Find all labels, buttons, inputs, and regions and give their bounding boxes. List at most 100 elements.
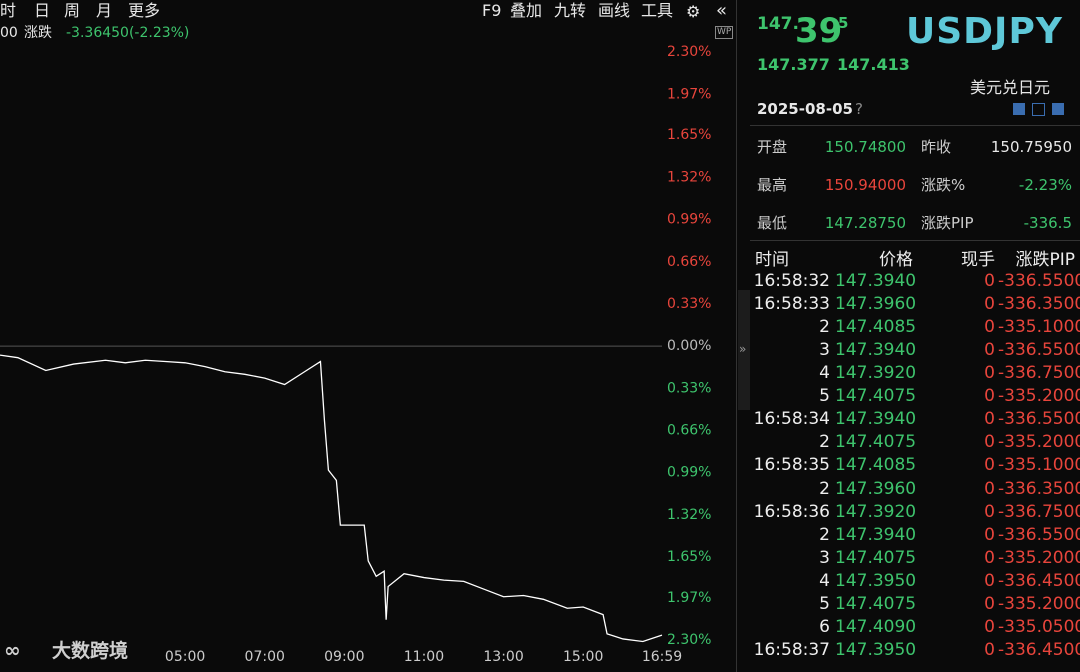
scroll-handle[interactable] xyxy=(738,290,750,410)
stat-value: 150.75950 xyxy=(990,138,1072,156)
trade-volume: 0 xyxy=(984,432,995,453)
instrument-name: 美元兑日元 xyxy=(970,78,1051,97)
y-tick-label: 1.32% xyxy=(667,169,711,185)
toolbar-button[interactable]: 日 xyxy=(34,1,51,20)
trade-price: 147.3920 xyxy=(835,501,917,522)
toolbar-button[interactable]: F9 xyxy=(482,1,502,20)
edit-icon[interactable] xyxy=(1013,103,1025,115)
wp-icon[interactable]: WP xyxy=(715,26,734,39)
trade-change: -336.3500 xyxy=(998,478,1080,499)
trade-price: 147.3960 xyxy=(835,294,917,315)
date: 2025-08-05 xyxy=(757,100,853,118)
toolbar-button[interactable]: 工具 xyxy=(641,1,674,20)
y-tick-label: 0.99% xyxy=(667,465,711,481)
trade-time: 16:58:34 xyxy=(753,409,830,430)
help[interactable]: ? xyxy=(855,100,863,118)
info-label: 涨跌 xyxy=(24,25,52,41)
trade-price: 147.4075 xyxy=(835,432,917,453)
x-tick-label: 05:00 xyxy=(165,649,205,665)
trade-change: -336.3500 xyxy=(998,294,1080,315)
y-tick-label: 2.30% xyxy=(667,632,711,648)
toolbar-button[interactable]: 时 xyxy=(0,1,17,20)
trade-price: 147.4075 xyxy=(835,593,917,614)
y-tick-label: 2.30% xyxy=(667,44,711,60)
trade-volume: 0 xyxy=(984,639,995,660)
column-header: 价格 xyxy=(879,250,913,270)
stat-label: 最高 xyxy=(757,176,788,194)
stat-value: 150.94000 xyxy=(824,176,906,194)
y-tick-label: 1.32% xyxy=(667,507,711,523)
ask: 147.413 xyxy=(837,55,910,74)
column-header: 时间 xyxy=(755,250,789,270)
stat-label: 昨收 xyxy=(921,138,952,156)
trade-price: 147.3940 xyxy=(835,409,917,430)
expand-icon[interactable]: » xyxy=(739,342,747,356)
trade-volume: 0 xyxy=(984,455,995,476)
x-tick-label: 07:00 xyxy=(245,649,285,665)
price-head: 147. xyxy=(757,14,799,34)
stat-label: 涨跌PIP xyxy=(921,214,974,232)
toolbar-button[interactable]: 更多 xyxy=(128,1,161,20)
price-line xyxy=(0,354,663,643)
y-tick-label: 1.65% xyxy=(667,549,711,565)
window-icon[interactable] xyxy=(1032,103,1045,116)
trade-change: -336.7500 xyxy=(998,363,1080,384)
separator xyxy=(750,240,1080,241)
trade-time: 6 xyxy=(819,616,830,637)
trade-volume: 0 xyxy=(984,547,995,568)
trade-change: -335.1000 xyxy=(998,455,1080,476)
trade-time: 16:58:37 xyxy=(753,639,830,660)
trade-time: 2 xyxy=(819,478,830,499)
toolbar-button[interactable]: 叠加 xyxy=(510,1,543,20)
trade-price: 147.4085 xyxy=(835,317,917,338)
trade-volume: 0 xyxy=(984,294,995,315)
trade-change: -335.2000 xyxy=(998,547,1080,568)
trade-volume: 0 xyxy=(984,478,995,499)
trade-price: 147.3940 xyxy=(835,340,917,361)
stat-value: 150.74800 xyxy=(824,138,906,156)
trade-change: -335.2000 xyxy=(998,593,1080,614)
trade-price: 147.3950 xyxy=(835,570,917,591)
toolbar-button[interactable]: 周 xyxy=(64,1,81,20)
stat-value: -336.5 xyxy=(1023,214,1072,232)
toolbar-button[interactable]: 九转 xyxy=(554,1,587,20)
toolbar-button[interactable]: 画线 xyxy=(598,1,631,20)
trade-change: -336.5500 xyxy=(998,271,1080,291)
trade-time: 5 xyxy=(819,386,830,407)
trade-volume: 0 xyxy=(984,570,995,591)
y-tick-label: 0.99% xyxy=(667,212,711,228)
trade-change: -336.5500 xyxy=(998,524,1080,545)
trade-change: -336.5500 xyxy=(998,340,1080,361)
trade-time: 3 xyxy=(819,340,830,361)
column-header: 现手 xyxy=(961,250,995,270)
trade-volume: 0 xyxy=(984,340,995,361)
toolbar-button[interactable]: 月 xyxy=(96,1,113,20)
trade-time: 5 xyxy=(819,593,830,614)
trade-volume: 0 xyxy=(984,386,995,407)
add-icon[interactable] xyxy=(1052,103,1064,115)
price-big: 39 xyxy=(795,11,843,51)
x-tick-label: 16:59 xyxy=(642,649,682,665)
trade-price: 147.3940 xyxy=(835,524,917,545)
trade-price: 147.3950 xyxy=(835,639,917,660)
collapse-icon[interactable]: « xyxy=(716,0,728,21)
x-tick-label: 09:00 xyxy=(324,649,364,665)
trade-time: 16:58:32 xyxy=(753,271,830,291)
x-tick-label: 13:00 xyxy=(483,649,523,665)
watermark: 大数跨境 xyxy=(52,640,129,662)
trade-change: -335.0500 xyxy=(998,616,1080,637)
stat-value: -2.23% xyxy=(1018,176,1072,194)
trade-time: 2 xyxy=(819,524,830,545)
x-tick-label: 15:00 xyxy=(563,649,603,665)
trade-volume: 0 xyxy=(984,317,995,338)
settings-icon[interactable]: ⚙ xyxy=(686,2,701,21)
trade-volume: 0 xyxy=(984,593,995,614)
trade-volume: 0 xyxy=(984,271,995,291)
x-tick-label: 11:00 xyxy=(404,649,444,665)
trade-volume: 0 xyxy=(984,501,995,522)
trade-price: 147.3940 xyxy=(835,271,917,291)
trade-time: 16:58:35 xyxy=(753,455,830,476)
trade-price: 147.3960 xyxy=(835,478,917,499)
stat-label: 最低 xyxy=(757,214,788,232)
